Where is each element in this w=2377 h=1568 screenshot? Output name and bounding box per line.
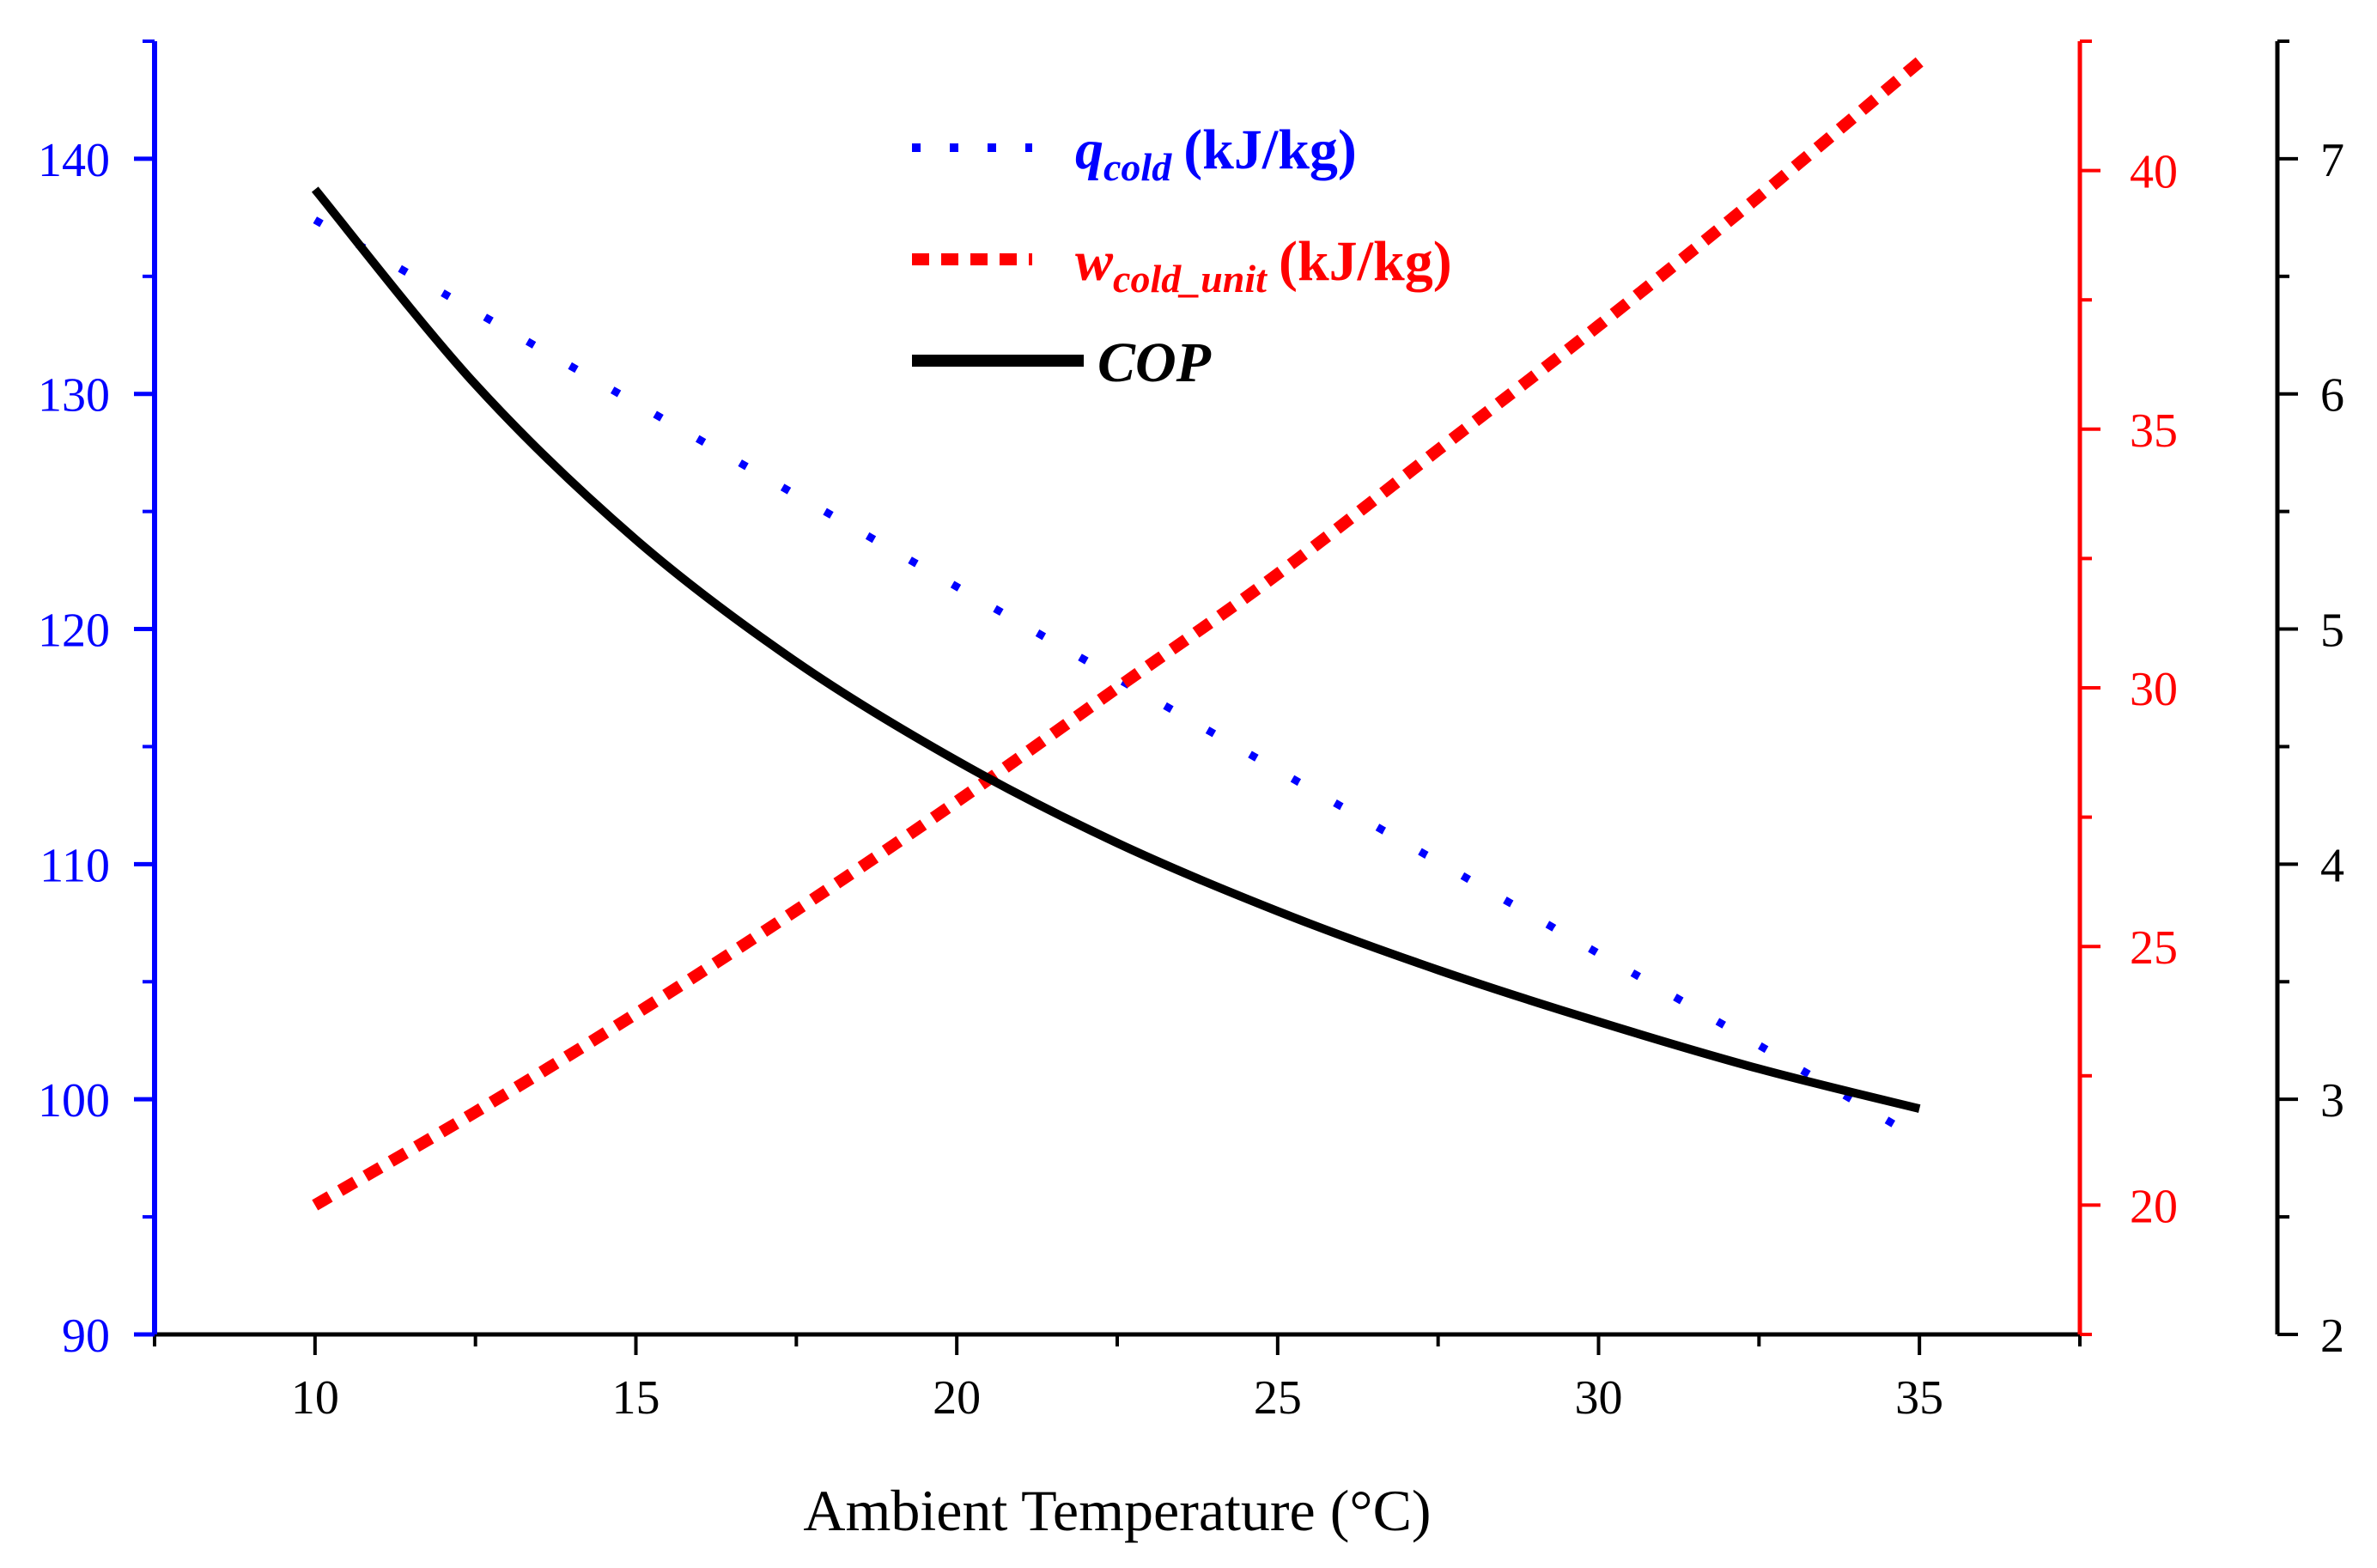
right1-tick-label: 40 <box>2130 146 2178 199</box>
x-tick-label: 30 <box>1575 1371 1623 1425</box>
right1-tick-label: 35 <box>2130 404 2178 458</box>
right2-tick-label: 3 <box>2320 1074 2344 1127</box>
left-tick-label: 110 <box>40 839 110 892</box>
axis-ticks: 10 15 20 25 30 359010011012013014020253035402… <box>38 40 2344 1425</box>
legend-label-q: qcold (kJ/kg) <box>1075 119 1357 189</box>
left-tick-label: 140 <box>38 134 110 187</box>
x-tick-label: 35 <box>1895 1371 1943 1425</box>
x-tick-label: 20 <box>933 1371 981 1425</box>
x-tick-label: 25 <box>1254 1371 1302 1425</box>
right2-tick-label: 5 <box>2320 605 2344 658</box>
series-cop-line <box>311 186 1921 1113</box>
right1-tick-label: 25 <box>2130 921 2178 975</box>
left-tick-label: 130 <box>38 369 110 422</box>
left-tick-label: 100 <box>38 1074 110 1127</box>
right2-tick-label: 6 <box>2320 369 2344 422</box>
right2-tick-label: 2 <box>2320 1310 2344 1363</box>
legend-label-cop: COP <box>1097 331 1212 394</box>
left-tick-label: 90 <box>62 1310 110 1363</box>
x-tick-label: 15 <box>612 1371 660 1425</box>
legend: qcold (kJ/kg) wcold_unit (kJ/kg) COP <box>912 119 1452 394</box>
right1-tick-label: 30 <box>2130 663 2178 716</box>
x-tick-label: 10 <box>291 1371 339 1425</box>
legend-label-w: wcold_unit (kJ/kg) <box>1075 230 1452 301</box>
left-tick-label: 120 <box>38 605 110 658</box>
series-w-cold-unit-line <box>312 57 1924 1211</box>
right2-tick-label: 7 <box>2320 134 2344 187</box>
right1-tick-label: 20 <box>2130 1180 2178 1233</box>
x-axis-label: Ambient Temperature (°C) <box>803 1478 1431 1543</box>
right2-tick-label: 4 <box>2320 839 2344 892</box>
